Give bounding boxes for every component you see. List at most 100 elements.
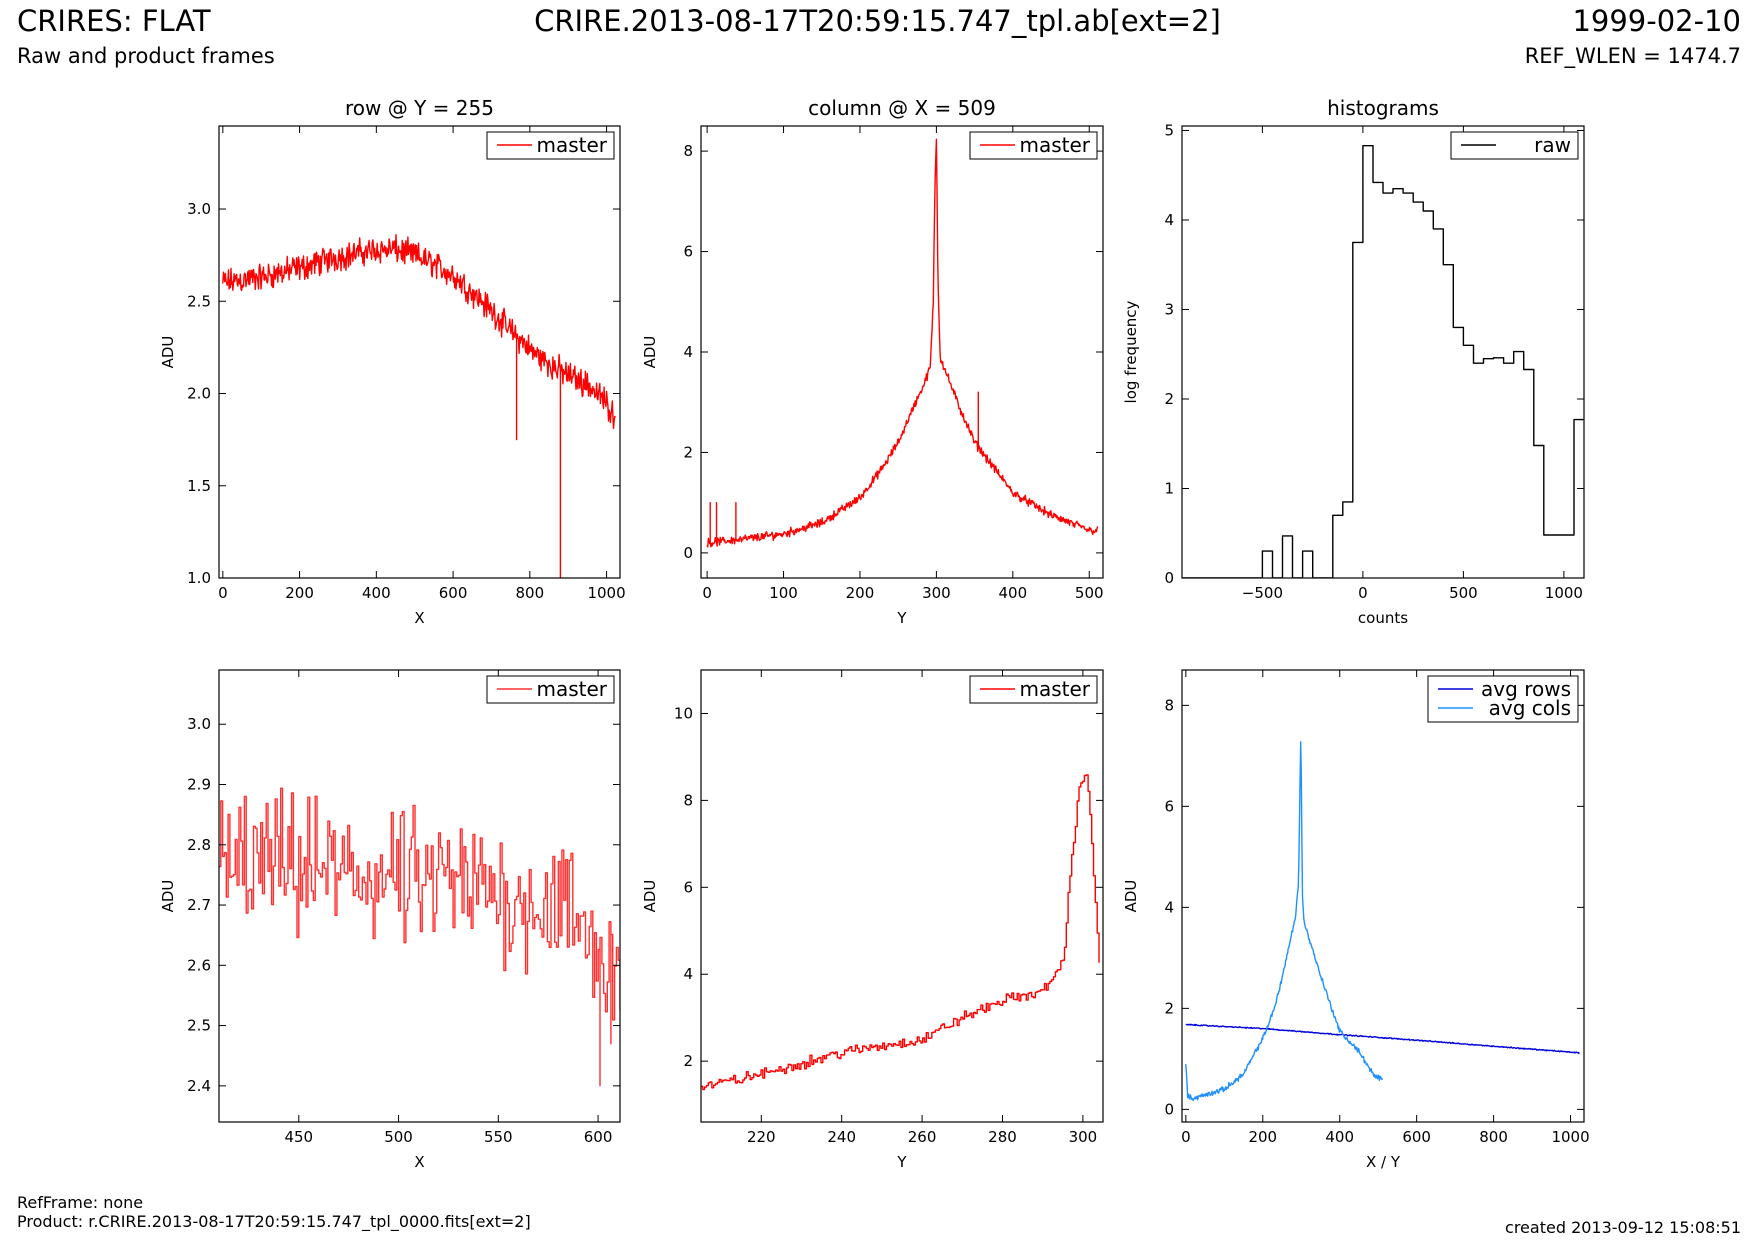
y-tick-label: 2 [683, 1052, 693, 1070]
y-tick-label: 6 [683, 878, 693, 896]
y-tick-label: 4 [683, 343, 693, 361]
x-axis-label: X / Y [1366, 1153, 1401, 1171]
x-tick-label: 550 [484, 1128, 513, 1146]
y-tick-label: 4 [1164, 211, 1174, 229]
x-tick-label: 300 [922, 584, 951, 602]
y-tick-label: 6 [683, 243, 693, 261]
x-axis-label: counts [1358, 609, 1408, 627]
chart-title: row @ Y = 255 [345, 96, 494, 120]
plot-frame [1181, 669, 1585, 1123]
x-tick-label: 200 [285, 584, 314, 602]
y-axis-label: ADU [641, 336, 659, 369]
plot-frame [218, 669, 621, 1123]
created-timestamp: created 2013-09-12 15:08:51 [1505, 1218, 1741, 1237]
y-axis-label: ADU [641, 880, 659, 913]
chart-2: column @ X = 509 0 100 200 300 400 500 0 2 4 6 8 Y AD… [641, 96, 1104, 627]
y-axis-label: ADU [159, 880, 177, 913]
y-tick-label: 8 [683, 791, 693, 809]
y-tick-label: 2.5 [187, 1017, 211, 1035]
x-tick-label: 500 [384, 1128, 413, 1146]
x-axis-label: X [414, 609, 424, 627]
chart-title: histograms [1327, 96, 1439, 120]
x-tick-label: 200 [846, 584, 875, 602]
x-tick-label: 0 [1358, 584, 1368, 602]
y-tick-label: 1.0 [187, 569, 211, 587]
legend: master [969, 131, 1098, 160]
chart-title: column @ X = 509 [808, 96, 996, 120]
x-axis-label: Y [896, 609, 907, 627]
legend: raw [1450, 131, 1579, 160]
y-tick-label: 2 [683, 443, 693, 461]
x-axis-label: Y [896, 1153, 907, 1171]
plot-frame [700, 669, 1104, 1123]
x-tick-label: 0 [1181, 1128, 1191, 1146]
x-tick-label: 1000 [587, 584, 625, 602]
page-subtitle: Raw and product frames [17, 44, 275, 68]
y-tick-label: 2.9 [187, 776, 211, 794]
observation-date: 1999-02-10 [1572, 4, 1741, 38]
page-title: CRIRES: FLAT [17, 4, 211, 38]
x-tick-label: 600 [439, 584, 468, 602]
legend-box [1427, 675, 1579, 723]
x-tick-label: 200 [1248, 1128, 1277, 1146]
product-label: Product: r.CRIRE.2013-08-17T20:59:15.747… [17, 1212, 531, 1231]
series-line-avg-rows [1185, 1023, 1580, 1055]
y-axis-label: ADU [159, 336, 177, 369]
x-tick-label: 1000 [1551, 1128, 1589, 1146]
y-tick-label: 0 [1164, 1100, 1174, 1118]
plot-frame [1181, 125, 1585, 579]
y-tick-label: 2.8 [187, 836, 211, 854]
x-tick-label: 800 [516, 584, 545, 602]
y-axis-label: log frequency [1122, 300, 1140, 403]
y-tick-label: 2.0 [187, 385, 211, 403]
legend: master [969, 675, 1098, 704]
y-tick-label: 1 [1164, 479, 1174, 497]
y-tick-label: 1.5 [187, 477, 211, 495]
ref-frame-label: RefFrame: none [17, 1193, 144, 1212]
chart-3: histograms −500 0 500 1000 0 1 2 3 4 5 counts log fr… [1122, 96, 1585, 627]
x-tick-label: 100 [769, 584, 798, 602]
legend: master [486, 131, 615, 160]
chart-4: 450 500 550 600 2.4 2.5 2.6 2.7 2.8 2.9 3.0 X ADU mas… [159, 669, 621, 1171]
legend-label: master [1019, 677, 1090, 701]
x-tick-label: 300 [1069, 1128, 1098, 1146]
x-tick-label: 280 [988, 1128, 1017, 1146]
y-tick-label: 0 [1164, 569, 1174, 587]
x-tick-label: 1000 [1545, 584, 1583, 602]
chart-5: 220 240 260 280 300 2 4 6 8 10 Y ADU master [641, 669, 1104, 1171]
chart-1: row @ Y = 255 0 200 400 600 800 1000 1.0 1.5 2.0 2… [159, 96, 626, 627]
y-tick-label: 8 [1164, 696, 1174, 714]
x-tick-label: 0 [218, 584, 228, 602]
series-line-master [701, 774, 1100, 1091]
y-tick-label: 2 [1164, 390, 1174, 408]
chart-6: 0 200 400 600 800 1000 0 2 4 6 8 X / Y ADU avg rowsav… [1122, 669, 1590, 1171]
y-tick-label: 4 [683, 965, 693, 983]
legend-label: raw [1534, 133, 1571, 157]
series-line-master [706, 138, 1099, 548]
x-tick-label: 500 [1075, 584, 1104, 602]
series-line-master [219, 787, 620, 1087]
y-tick-label: 5 [1164, 121, 1174, 139]
legend-label: master [1019, 133, 1090, 157]
series-line-raw [1182, 145, 1584, 578]
y-tick-label: 0 [683, 544, 693, 562]
y-tick-label: 8 [683, 142, 693, 160]
x-tick-label: 240 [827, 1128, 856, 1146]
y-tick-label: 2.7 [187, 896, 211, 914]
x-tick-label: 500 [1449, 584, 1478, 602]
y-tick-label: 2.5 [187, 292, 211, 310]
x-tick-label: 220 [747, 1128, 776, 1146]
x-axis-label: X [414, 1153, 424, 1171]
ref-wavelength: REF_WLEN = 1474.7 [1524, 44, 1741, 68]
legend-label: master [536, 133, 607, 157]
y-tick-label: 2.6 [187, 956, 211, 974]
file-name: CRIRE.2013-08-17T20:59:15.747_tpl.ab[ext… [534, 4, 1221, 38]
x-tick-label: 400 [362, 584, 391, 602]
x-tick-label: 450 [284, 1128, 313, 1146]
legend: master [486, 675, 615, 704]
plot-frame [218, 125, 621, 579]
x-tick-label: 400 [1325, 1128, 1354, 1146]
y-tick-label: 4 [1164, 898, 1174, 916]
